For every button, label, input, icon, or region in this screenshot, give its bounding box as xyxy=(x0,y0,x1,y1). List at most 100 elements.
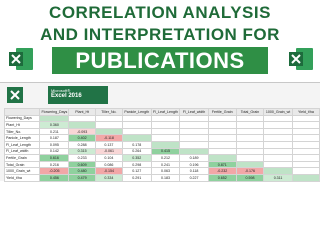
cell: 0.127 xyxy=(121,167,152,175)
empty-cell xyxy=(207,114,237,123)
column-header: Plant_Ht xyxy=(68,108,96,116)
empty-cell xyxy=(263,167,293,175)
empty-cell xyxy=(291,140,320,149)
cell: 0.189 xyxy=(179,154,209,162)
cell: 0.264 xyxy=(121,147,152,156)
title-line: PUBLICATIONS xyxy=(75,48,245,73)
row-label: Plant_Ht xyxy=(3,121,41,129)
empty-cell xyxy=(150,134,181,142)
cell: 0.142 xyxy=(39,147,70,156)
row-label: Fertile_Grain xyxy=(3,154,41,162)
column-header: Flowering_Days xyxy=(39,108,70,116)
empty-cell xyxy=(179,140,209,149)
cell: -0.176 xyxy=(235,167,265,175)
title-line: AND INTERPRETATION FOR xyxy=(40,25,280,44)
empty-cell xyxy=(207,121,237,129)
title-line: CORRELATION ANALYSIS xyxy=(49,3,271,22)
column-header: 1000_Grain_wt xyxy=(263,108,293,116)
cell: 0.616 xyxy=(39,154,70,162)
row-label: 1000_Grain_wt xyxy=(3,167,41,175)
empty-cell xyxy=(291,127,320,136)
corner xyxy=(3,108,41,116)
cell: 0.609 xyxy=(68,160,96,169)
correlation-table: Flowering_Days Plant_Ht Tiller_No. Panicle_… xyxy=(3,108,320,182)
cell: 0.288 xyxy=(68,140,96,149)
brand: Microsoft® xyxy=(51,88,71,93)
cell: 0.360 xyxy=(39,121,70,129)
row-label: Fl_Leaf_Length xyxy=(3,140,41,149)
empty-cell xyxy=(39,114,70,123)
empty-cell xyxy=(263,127,293,136)
empty-cell xyxy=(207,134,237,142)
empty-cell xyxy=(68,121,96,129)
table-row: 1000_Grain_wt -0.205 0.480 -0.154 0.127 0.063… xyxy=(3,167,320,175)
empty-cell xyxy=(263,160,293,169)
empty-cell xyxy=(235,147,265,156)
title-band xyxy=(52,47,268,74)
empty-cell xyxy=(179,134,209,142)
empty-cell xyxy=(207,154,237,162)
empty-cell xyxy=(263,121,293,129)
excel-icon xyxy=(289,48,313,70)
cell: 0.233 xyxy=(68,154,96,162)
cell: 0.104 xyxy=(94,154,123,162)
empty-cell xyxy=(207,147,237,156)
cell: 0.241 xyxy=(150,160,181,169)
empty-cell xyxy=(291,114,320,123)
table-row: Total_Grain 0.216 0.609 0.086 0.298 0.241 0.19… xyxy=(3,160,320,169)
cell: 0.178 xyxy=(121,140,152,149)
empty-cell xyxy=(291,147,320,156)
cell: -0.205 xyxy=(39,167,70,175)
empty-cell xyxy=(121,134,152,142)
row-label: Total_Grain xyxy=(3,160,41,169)
cell: 0.063 xyxy=(150,167,181,175)
empty-cell xyxy=(150,127,181,136)
cell: 0.315 xyxy=(68,147,96,156)
empty-cell xyxy=(179,147,209,156)
empty-cell xyxy=(121,121,152,129)
table-row: Yield_t/ha 0.456 0.479 0.334 0.291 0.183 0.227… xyxy=(3,173,320,182)
empty-cell xyxy=(207,140,237,149)
empty-cell xyxy=(150,140,181,149)
cell: 0.652 xyxy=(207,173,237,182)
cell: 0.212 xyxy=(150,154,181,162)
cell: 0.402 xyxy=(68,134,96,142)
row-label: Yield_t/ha xyxy=(3,173,41,182)
excel-icon xyxy=(9,48,33,70)
row-label: Flowering_Days xyxy=(3,114,41,123)
empty-cell xyxy=(235,127,265,136)
empty-cell xyxy=(263,134,293,142)
empty-cell xyxy=(263,147,293,156)
cell: -0.154 xyxy=(94,167,123,175)
header-row: Flowering_Days Plant_Ht Tiller_No. Panicle_… xyxy=(3,108,320,116)
cell: 0.137 xyxy=(94,140,123,149)
table-row: Fl_Leaf_Length 0.095 0.288 0.137 0.178 xyxy=(3,140,320,149)
empty-cell xyxy=(179,114,209,123)
empty-cell xyxy=(68,114,96,123)
table-row: Fl_Leaf_width 0.142 0.315 -0.061 0.264 0.415 xyxy=(3,147,320,156)
cell: 0.196 xyxy=(179,160,209,169)
row-label: Tiller_No. xyxy=(3,127,41,136)
cell: -0.232 xyxy=(207,167,237,175)
cell: 0.183 xyxy=(150,173,181,182)
empty-cell xyxy=(291,167,320,175)
column-header: Yield_t/ha xyxy=(291,108,320,116)
cell: 0.291 xyxy=(121,173,152,182)
empty-cell xyxy=(121,114,152,123)
cell: 0.871 xyxy=(207,160,237,169)
cell: 0.456 xyxy=(39,173,70,182)
cell: 0.187 xyxy=(39,134,70,142)
cell: 0.415 xyxy=(150,147,181,156)
empty-cell xyxy=(263,154,293,162)
cell: 0.598 xyxy=(235,173,265,182)
empty-cell xyxy=(235,154,265,162)
table-row: Panicle_Length 0.187 0.402 -0.118 xyxy=(3,134,320,142)
cell: 0.118 xyxy=(179,167,209,175)
empty-cell xyxy=(291,173,320,182)
cell: 0.216 xyxy=(39,160,70,169)
empty-cell xyxy=(150,114,181,123)
empty-cell xyxy=(179,127,209,136)
table-row: Tiller_No. 0.211 -0.093 xyxy=(3,127,320,136)
cell: 0.298 xyxy=(121,160,152,169)
empty-cell xyxy=(235,134,265,142)
